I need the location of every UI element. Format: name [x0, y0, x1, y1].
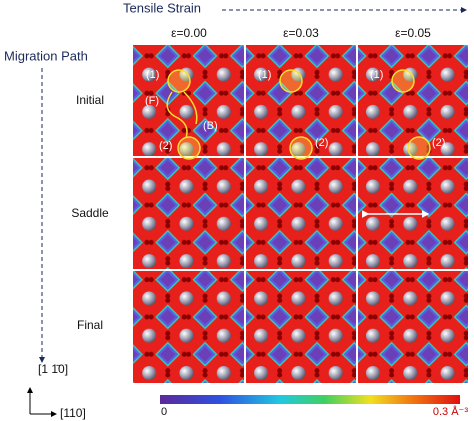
- direction-label: [1 1̄0]: [38, 362, 68, 376]
- panel-dividers: [133, 45, 468, 383]
- row-label: Initial: [76, 93, 104, 107]
- colorbar: [160, 395, 460, 404]
- row-label: Final: [77, 318, 103, 332]
- column-label: ε=0.03: [283, 26, 319, 40]
- site-markers: [167, 69, 431, 160]
- path-b: [183, 91, 198, 125]
- site-label: (1): [370, 69, 383, 81]
- site-label: (2): [315, 137, 328, 149]
- path-f: [166, 91, 188, 139]
- path-axis-label: Migration Path: [4, 48, 88, 63]
- colorbar-max: 0.3 Å⁻³: [433, 405, 468, 418]
- row-label: Saddle: [71, 206, 109, 220]
- site-label: (2): [159, 140, 172, 152]
- column-label: ε=0.00: [171, 26, 207, 40]
- path-label: (B): [203, 120, 218, 132]
- column-label: ε=0.05: [395, 26, 431, 40]
- strain-axis-label: Tensile Strain: [123, 0, 201, 15]
- colorbar-min: 0: [161, 406, 167, 418]
- path-label: (F): [145, 95, 159, 107]
- direction-label: [110]: [60, 406, 86, 420]
- site-label: (1): [258, 69, 271, 81]
- site-label: (2): [432, 137, 445, 149]
- site-label: (1): [146, 69, 159, 81]
